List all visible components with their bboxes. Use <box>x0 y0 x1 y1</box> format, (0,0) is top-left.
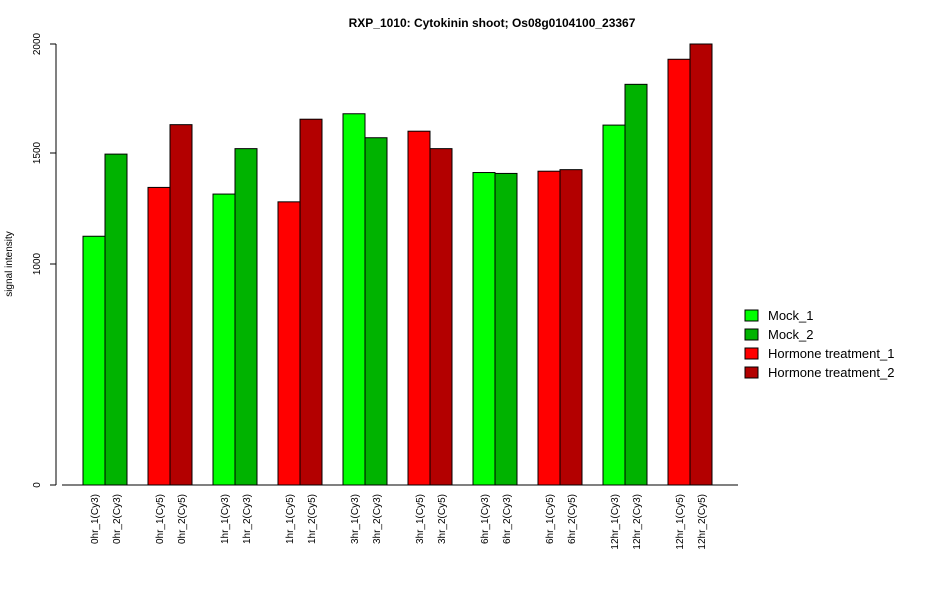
legend-label: Mock_1 <box>768 308 814 323</box>
y-tick-label: 2000 <box>32 32 43 55</box>
x-tick-label: 6hr_2(Cy5) <box>567 494 578 544</box>
x-tick-label: 0hr_1(Cy5) <box>155 494 166 544</box>
legend-swatch <box>744 309 759 322</box>
x-tick-label: 0hr_2(Cy3) <box>112 494 123 544</box>
x-tick-label: 3hr_1(Cy3) <box>350 494 361 544</box>
bar <box>364 137 388 486</box>
legend-swatch <box>744 328 759 341</box>
bar <box>342 113 366 486</box>
bar <box>472 172 496 486</box>
bar <box>407 130 431 486</box>
bar <box>624 83 648 486</box>
bar <box>82 235 106 486</box>
y-axis-label: signal intensity <box>4 231 15 297</box>
y-tick-label: 1500 <box>32 141 43 164</box>
x-tick-label: 6hr_1(Cy5) <box>545 494 556 544</box>
bars <box>82 43 713 486</box>
x-tick-label: 6hr_2(Cy3) <box>502 494 513 544</box>
bar <box>299 118 323 486</box>
x-tick-label: 1hr_1(Cy5) <box>285 494 296 544</box>
x-tick-label: 0hr_1(Cy3) <box>90 494 101 544</box>
bar <box>104 153 128 486</box>
bar <box>689 43 713 486</box>
x-tick-label: 1hr_2(Cy3) <box>242 494 253 544</box>
legend-label: Mock_2 <box>768 327 814 342</box>
bar <box>537 170 561 486</box>
bar <box>234 148 258 486</box>
x-tick-label: 12hr_2(Cy5) <box>697 494 708 550</box>
x-tick-label: 3hr_1(Cy5) <box>415 494 426 544</box>
x-tick-label: 0hr_2(Cy5) <box>177 494 188 544</box>
x-tick-label: 3hr_2(Cy5) <box>437 494 448 544</box>
x-tick-label: 12hr_2(Cy3) <box>632 494 643 550</box>
x-tick-label: 6hr_1(Cy3) <box>480 494 491 544</box>
y-tick-label: 1000 <box>32 252 43 275</box>
y-axis: 0 1000 1500 2000 <box>32 32 57 488</box>
x-tick-label: 12hr_1(Cy3) <box>610 494 621 550</box>
chart-title: RXP_1010: Cytokinin shoot; Os08g0104100_… <box>349 16 636 30</box>
bar <box>212 193 236 486</box>
x-tick-label: 1hr_1(Cy3) <box>220 494 231 544</box>
legend: Mock_1 Mock_2 Hormone treatment_1 Hormone t… <box>744 308 894 380</box>
legend-swatch <box>744 366 759 379</box>
bar <box>559 169 583 486</box>
bar <box>494 172 518 486</box>
bar <box>277 201 301 486</box>
legend-label: Hormone treatment_2 <box>768 365 894 380</box>
x-tick-labels: 0hr_1(Cy3) 0hr_2(Cy3) 0hr_1(Cy5) 0hr_2(Cy5)… <box>90 494 708 550</box>
bar <box>602 124 626 486</box>
y-tick-label: 0 <box>32 482 43 488</box>
bar <box>169 124 193 486</box>
legend-label: Hormone treatment_1 <box>768 346 894 361</box>
legend-swatch <box>744 347 759 360</box>
bar <box>667 58 691 486</box>
bar <box>147 186 171 486</box>
x-tick-label: 3hr_2(Cy3) <box>372 494 383 544</box>
x-tick-label: 1hr_2(Cy5) <box>307 494 318 544</box>
bar <box>429 148 453 486</box>
x-tick-label: 12hr_1(Cy5) <box>675 494 686 550</box>
